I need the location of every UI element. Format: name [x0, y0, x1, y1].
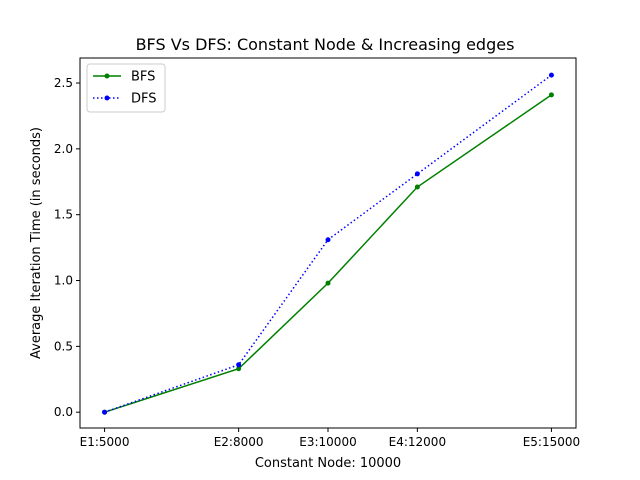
- x-tick-label: E1:5000: [80, 435, 130, 449]
- dfs-data-point: [548, 72, 554, 78]
- legend: BFS DFS: [86, 63, 166, 113]
- y-tick-label: 0.5: [54, 339, 73, 353]
- dfs-data-point: [414, 171, 420, 177]
- dfs-data-point: [325, 237, 331, 243]
- dfs-data-point: [102, 409, 108, 415]
- x-tick-label: E2:8000: [214, 435, 264, 449]
- legend-marker-dfs: [104, 95, 110, 101]
- legend-label-bfs: BFS: [131, 70, 155, 85]
- bfs-data-point: [548, 92, 554, 98]
- y-tick-label: 2.0: [54, 142, 73, 156]
- plot-area: [102, 72, 554, 415]
- x-tick-label: E3:10000: [299, 435, 356, 449]
- x-tick-label: E4:12000: [389, 435, 446, 449]
- bfs-data-point: [414, 184, 420, 190]
- legend-marker-bfs: [104, 73, 110, 79]
- x-tick-label: E5:15000: [523, 435, 580, 449]
- y-tick-label: 2.5: [54, 76, 73, 90]
- legend-label-dfs: DFS: [131, 92, 157, 107]
- bfs-data-point: [236, 366, 242, 372]
- x-axis-label: Constant Node: 10000: [255, 456, 401, 471]
- y-tick-label: 1.0: [54, 274, 73, 288]
- dfs-data-point: [236, 362, 242, 368]
- axes: E1:5000 E2:8000 E3:10000 E4:12000 E5:15000 0.…: [54, 76, 580, 449]
- y-tick-label: 1.5: [54, 208, 73, 222]
- bfs-data-point: [325, 280, 331, 286]
- y-axis-label: Average Iteration Time (in seconds): [29, 127, 44, 359]
- chart-title: BFS Vs DFS: Constant Node & Increasing e…: [136, 35, 515, 54]
- y-tick-label: 0.0: [54, 405, 73, 419]
